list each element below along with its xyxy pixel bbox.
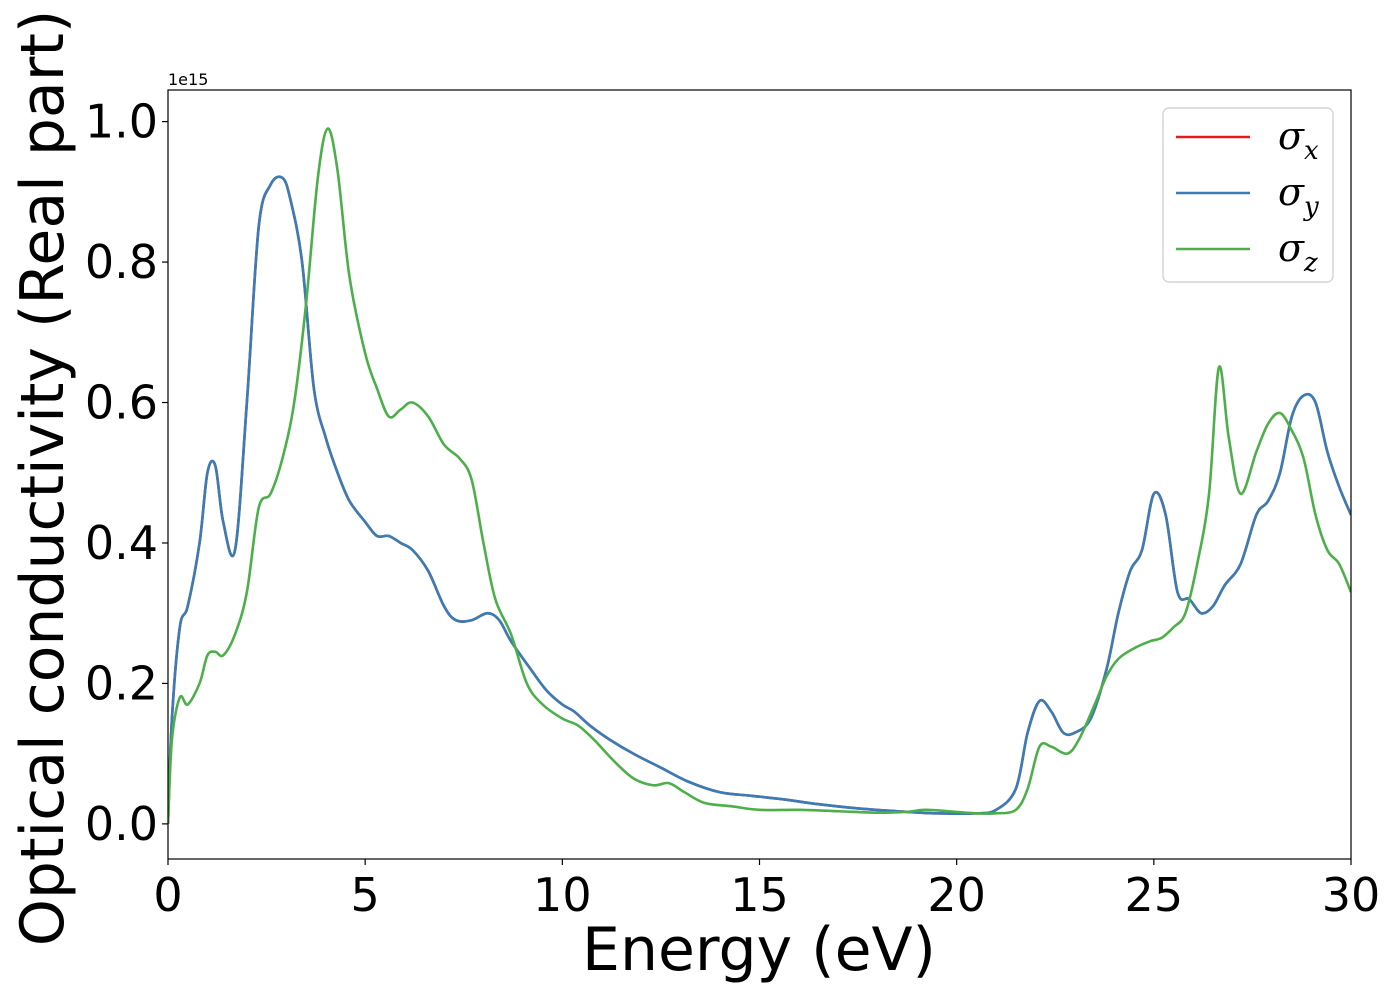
- x-tick-label: 5: [351, 868, 380, 922]
- x-tick-label: 10: [533, 868, 592, 922]
- y-tick-label: 1.0: [85, 95, 158, 149]
- x-tick-label: 0: [153, 868, 182, 922]
- series-layer: [168, 127, 1351, 824]
- x-tick-label: 30: [1322, 868, 1381, 922]
- y-offset-label: 1e15: [168, 70, 208, 89]
- x-axis-title: Energy (eV): [582, 915, 936, 985]
- y-tick-label: 0.4: [85, 516, 158, 570]
- x-tick-label: 20: [927, 868, 986, 922]
- legend-box: [1162, 107, 1334, 283]
- x-tick-label: 15: [730, 868, 789, 922]
- y-tick-label: 0.8: [85, 235, 158, 289]
- y-tick-label: 0.2: [85, 656, 158, 710]
- y-axis-ticks: 0.0 0.2 0.4 0.6 0.8 1.0: [85, 95, 168, 851]
- y-tick-label: 0.6: [85, 376, 158, 430]
- y-tick-label: 0.0: [85, 797, 158, 851]
- series-line-sigma-z: [168, 127, 1351, 824]
- y-axis-title: Optical conductivity (Real part): [8, 10, 78, 947]
- x-tick-label: 25: [1125, 868, 1184, 922]
- x-axis-ticks: 0 5 10 15 20 25 30: [153, 859, 1380, 922]
